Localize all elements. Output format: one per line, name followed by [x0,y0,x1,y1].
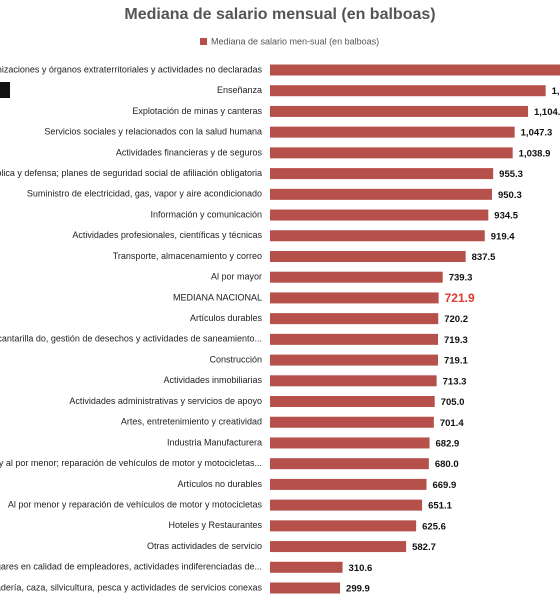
category-label: os hogares en calidad de empleadores, ac… [0,562,262,572]
bar [270,520,417,532]
category-label: madería, caza, silvicultura, pesca y act… [0,582,262,592]
category-label: Al por menor y reparación de vehículos d… [8,499,263,509]
value-label: 651.1 [428,501,452,512]
category-label: Industria Manufacturera [167,437,262,447]
bar [270,375,437,387]
bar [270,499,423,511]
value-label: 837.5 [472,252,496,263]
bar [270,354,438,366]
value-label: 1,047.3 [521,128,553,139]
category-label: Información y comunicación [150,209,262,219]
bar [270,333,439,345]
bar [270,437,430,449]
bar [270,188,492,200]
category-label: Al por mayor [211,272,262,282]
value-label: 625.6 [422,521,446,532]
bar [270,541,407,553]
category-label: Hoteles y Restaurantes [168,520,262,530]
legend-label: Mediana de salario men-sual (en balboas) [211,36,379,46]
value-label: 582.7 [412,542,436,553]
bar [270,396,435,408]
bar [270,416,434,428]
category-label: Enseñanza [217,85,262,95]
value-label: 701.4 [440,418,464,429]
bar [270,147,513,159]
value-label: 705.0 [441,397,465,408]
category-label: alcantarilla do, gestión de desechos y a… [0,334,262,344]
category-label: Explotación de minas y canteras [132,106,262,116]
bar [270,458,429,470]
category-label: Actividades inmobiliarias [163,375,262,385]
category-label: Actividades administrativas y servicios … [69,396,262,406]
bar [270,230,485,242]
value-label: 934.5 [494,211,518,222]
value-label: 310.6 [349,563,373,574]
bar [270,85,546,97]
bar [270,105,529,117]
bar [270,126,515,138]
value-label: 1,180.0 [552,86,560,97]
bar [270,478,427,490]
bar [270,313,439,325]
value-label: 299.9 [346,584,370,595]
value-label: 739.3 [449,273,473,284]
legend-swatch [200,38,207,45]
bar [270,64,560,76]
value-label: 950.3 [498,190,522,201]
category-label: Actividades profesionales, científicas y… [72,230,262,240]
value-label: 721.9 [445,291,475,305]
value-label: 682.9 [436,438,460,449]
bar [270,250,466,262]
bar [270,292,439,304]
value-label: 680.0 [435,459,459,470]
value-label: 719.3 [444,335,468,346]
bar [270,209,489,221]
category-label: ública y defensa; planes de seguridad so… [0,168,262,178]
overlay-badge [0,82,10,98]
value-label: 955.3 [499,169,523,180]
category-label: Construcción [209,354,262,364]
category-label: Suministro de electricidad, gas, vapor y… [27,189,262,199]
category-label: Servicios sociales y relacionados con la… [44,127,262,137]
bar [270,561,343,573]
category-label: organizaciones y órganos extraterritoria… [0,64,262,74]
value-label: 719.1 [444,356,468,367]
category-label: Artículos durables [190,313,263,323]
category-label: Otras actividades de servicio [147,541,262,551]
value-label: 1,038.9 [519,148,551,159]
category-label: Artículos no durables [177,479,262,489]
value-label: 720.2 [444,314,468,325]
category-label: or y al por menor; reparación de vehícul… [0,458,262,468]
category-label: MEDIANA NACIONAL [173,292,262,302]
bar [270,582,341,594]
category-label: Transporte, almacenamiento y correo [113,251,262,261]
category-label: Artes, entretenimiento y creatividad [121,417,262,427]
value-label: 1,104.5 [534,107,560,118]
bar [270,168,494,180]
category-label: Actividades financieras y de seguros [116,147,263,157]
value-label: 669.9 [432,480,456,491]
value-label: 919.4 [491,231,515,242]
bar [270,271,443,283]
value-label: 713.3 [443,376,467,387]
chart-title: Mediana de salario mensual (en balboas) [124,6,435,23]
